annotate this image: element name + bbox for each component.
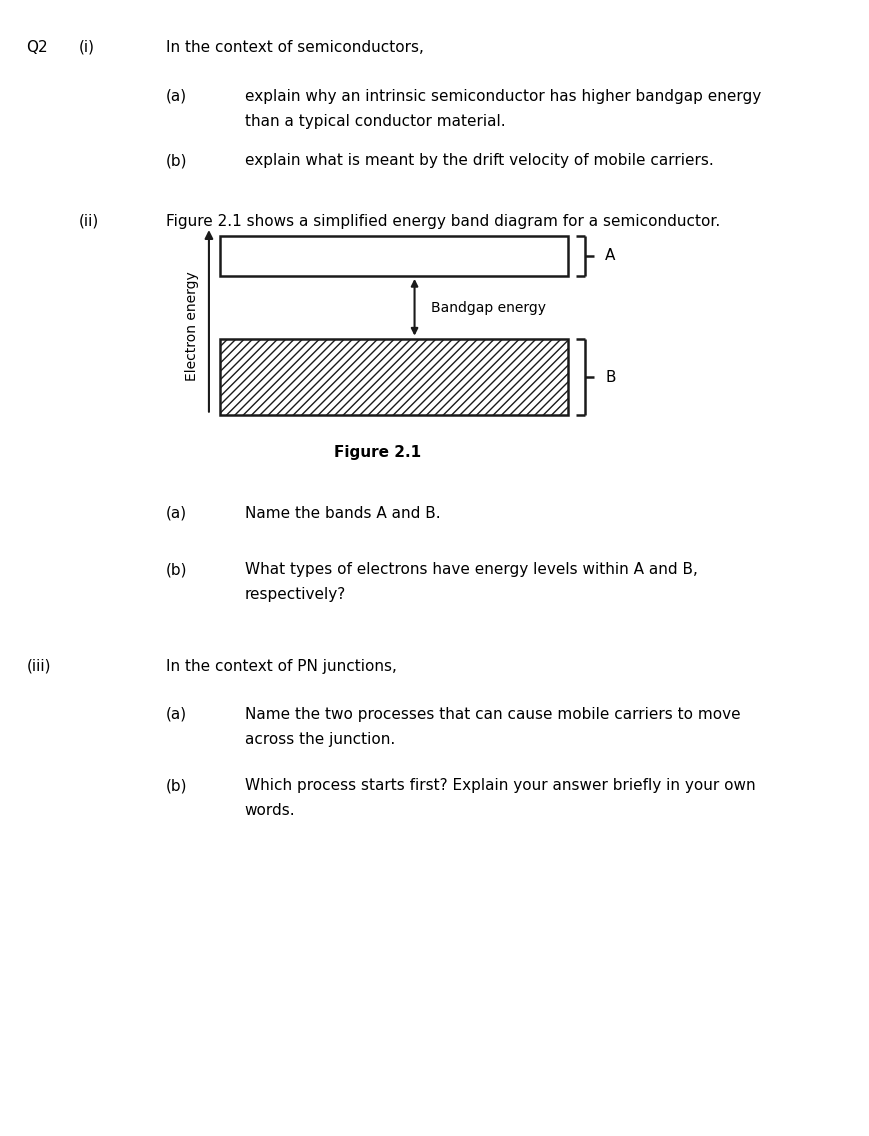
Text: In the context of PN junctions,: In the context of PN junctions, bbox=[166, 659, 396, 674]
Text: Name the two processes that can cause mobile carriers to move: Name the two processes that can cause mo… bbox=[244, 707, 740, 721]
Bar bbox=[220, 236, 567, 276]
Text: Figure 2.1: Figure 2.1 bbox=[334, 445, 421, 460]
Text: (b): (b) bbox=[166, 153, 187, 168]
Text: Name the bands A and B.: Name the bands A and B. bbox=[244, 506, 440, 520]
Text: across the junction.: across the junction. bbox=[244, 732, 395, 746]
Text: Q2: Q2 bbox=[26, 40, 48, 55]
Text: (b): (b) bbox=[166, 562, 187, 577]
Text: than a typical conductor material.: than a typical conductor material. bbox=[244, 114, 505, 128]
Text: A: A bbox=[605, 248, 615, 264]
Text: (ii): (ii) bbox=[79, 214, 99, 228]
Text: (iii): (iii) bbox=[26, 659, 51, 674]
Text: Figure 2.1 shows a simplified energy band diagram for a semiconductor.: Figure 2.1 shows a simplified energy ban… bbox=[166, 214, 720, 228]
Text: respectively?: respectively? bbox=[244, 587, 346, 602]
Text: What types of electrons have energy levels within A and B,: What types of electrons have energy leve… bbox=[244, 562, 697, 577]
Text: (i): (i) bbox=[79, 40, 95, 55]
Text: In the context of semiconductors,: In the context of semiconductors, bbox=[166, 40, 423, 55]
Text: explain why an intrinsic semiconductor has higher bandgap energy: explain why an intrinsic semiconductor h… bbox=[244, 89, 760, 103]
Text: Which process starts first? Explain your answer briefly in your own: Which process starts first? Explain your… bbox=[244, 778, 754, 793]
Text: Electron energy: Electron energy bbox=[185, 272, 199, 381]
Text: explain what is meant by the drift velocity of mobile carriers.: explain what is meant by the drift veloc… bbox=[244, 153, 713, 168]
Text: B: B bbox=[605, 369, 615, 385]
Text: (a): (a) bbox=[166, 506, 187, 520]
Bar bbox=[220, 339, 567, 415]
Text: (b): (b) bbox=[166, 778, 187, 793]
Text: (a): (a) bbox=[166, 707, 187, 721]
Text: (a): (a) bbox=[166, 89, 187, 103]
Text: Bandgap energy: Bandgap energy bbox=[431, 301, 546, 315]
Text: words.: words. bbox=[244, 803, 295, 818]
